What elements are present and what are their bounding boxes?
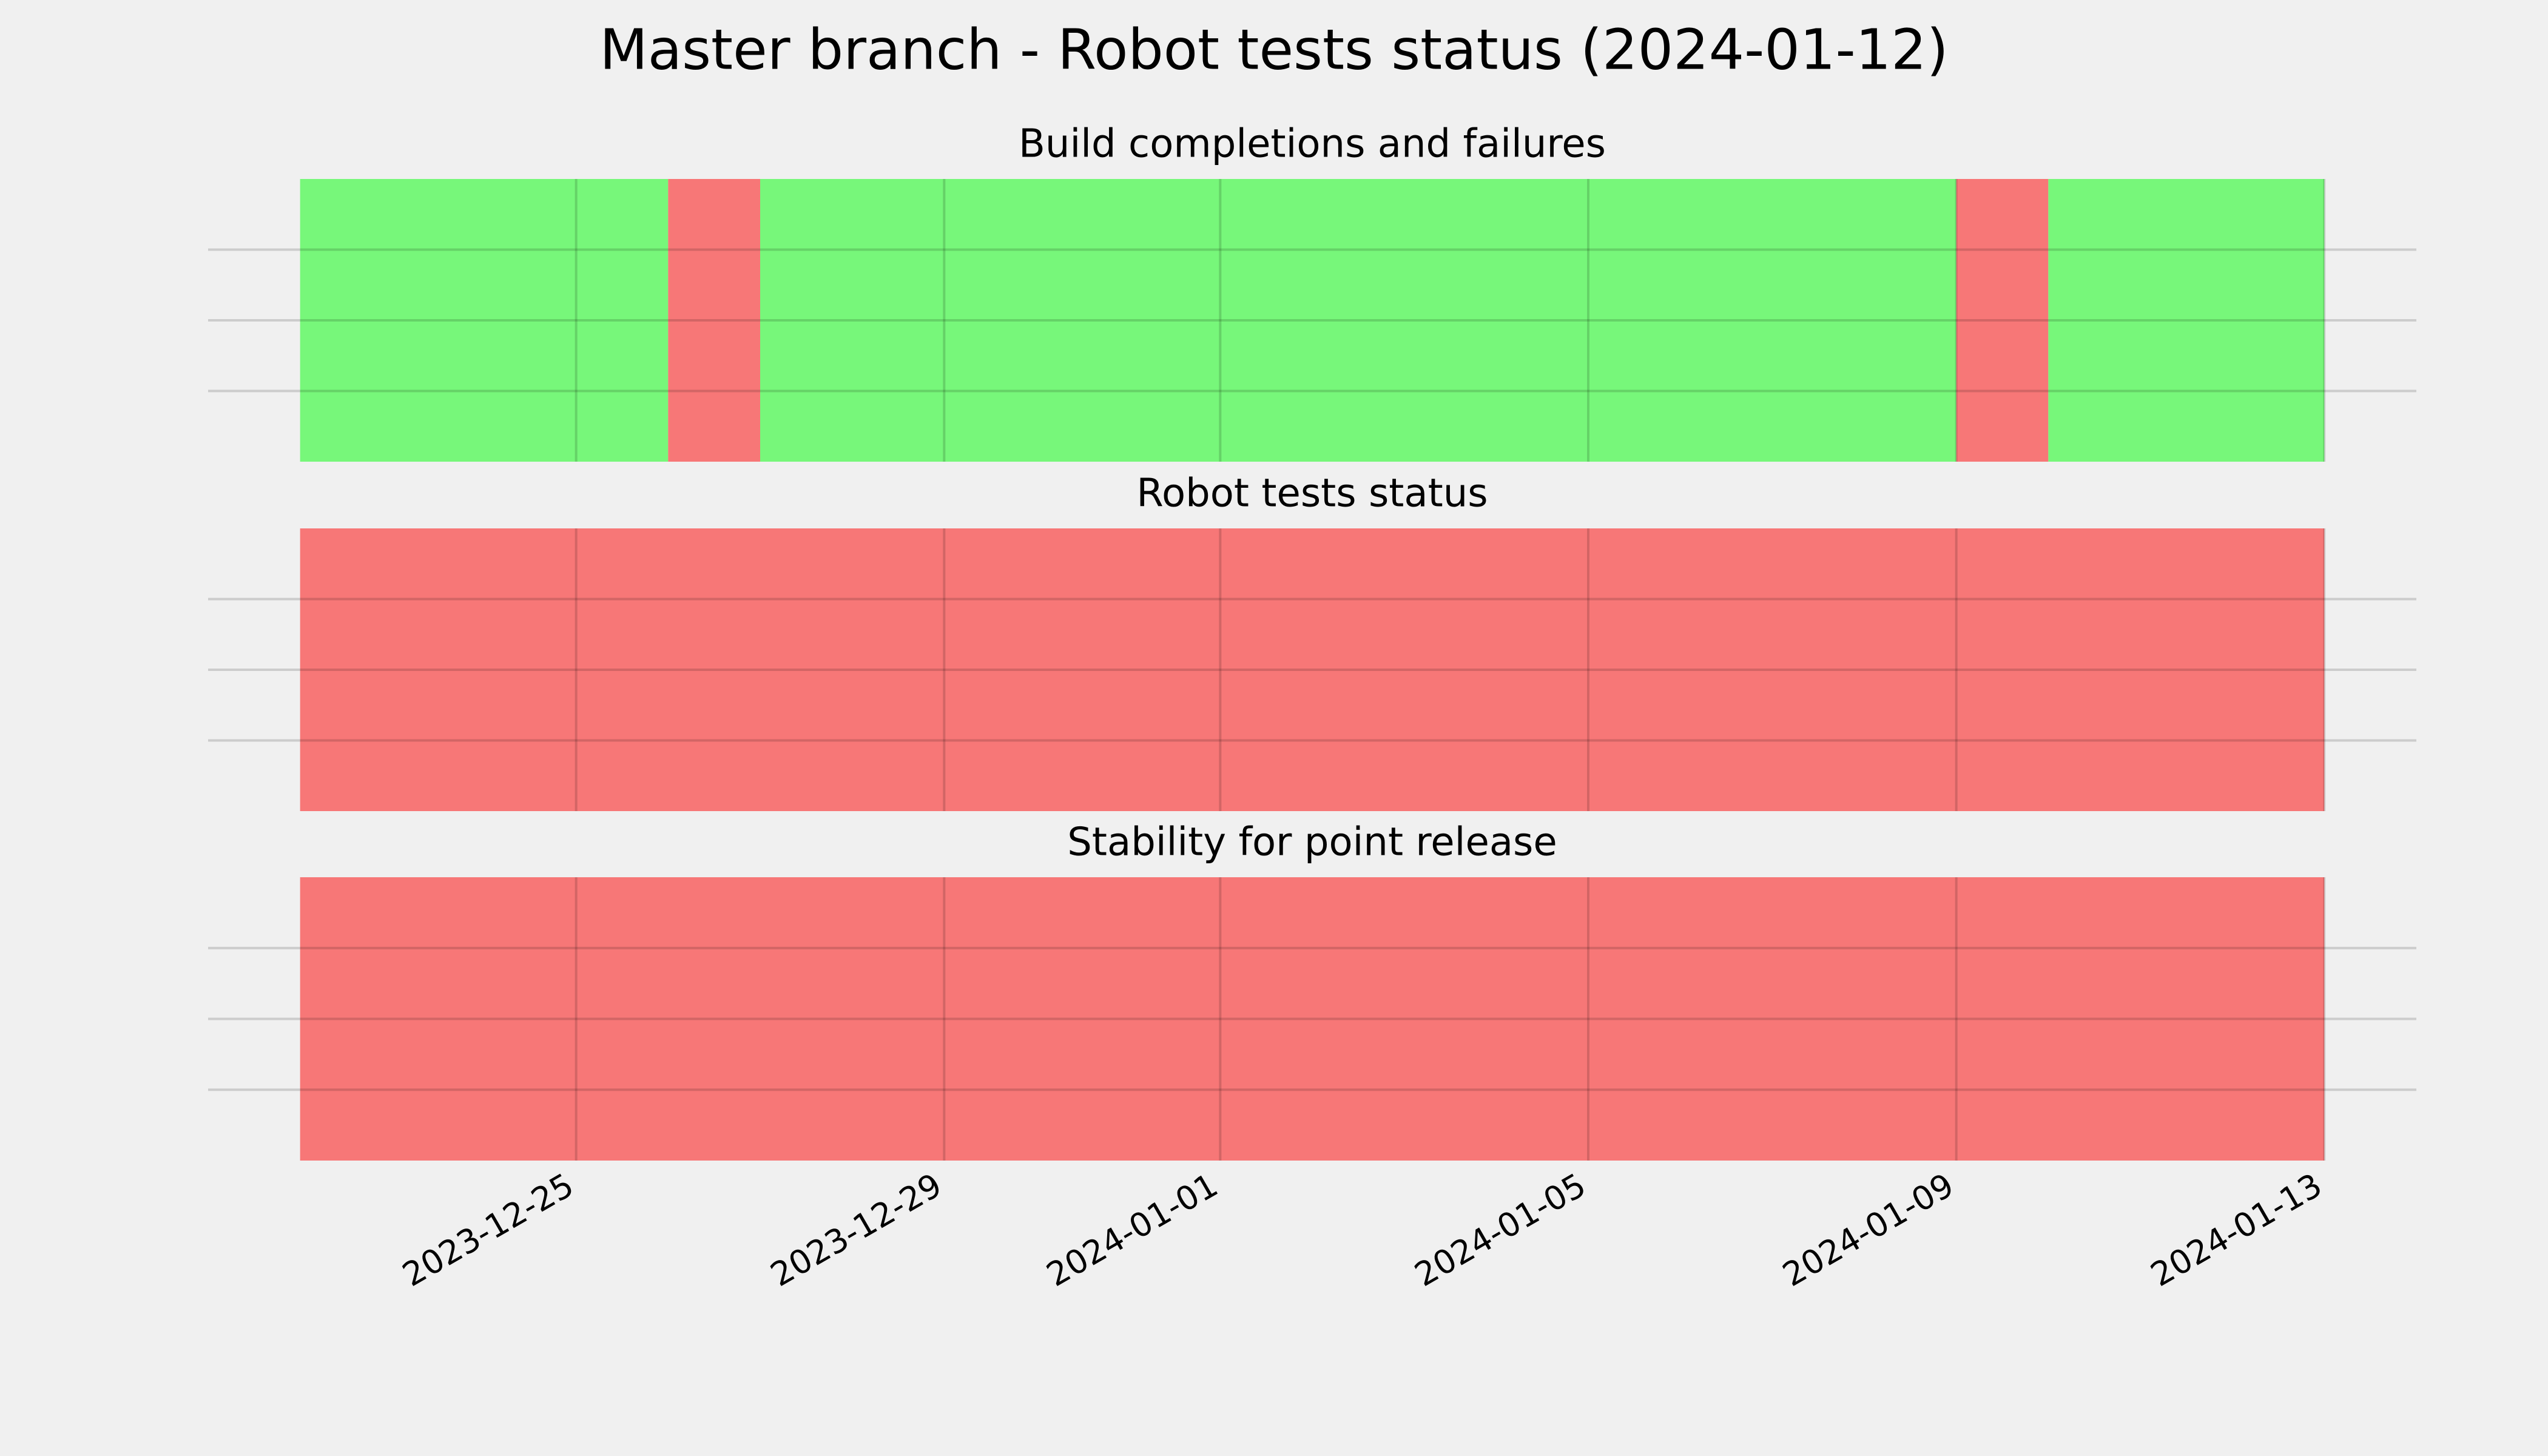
panel-title: Stability for point release: [1067, 820, 1557, 865]
panel-title: Robot tests status: [1136, 471, 1488, 516]
status-span: [760, 179, 1956, 462]
status-span: [1956, 179, 2049, 462]
status-span: [300, 528, 2325, 811]
status-span: [300, 877, 2325, 1161]
status-span: [300, 179, 669, 462]
figure-title: Master branch - Robot tests status (2024…: [599, 17, 1948, 82]
status-span: [668, 179, 760, 462]
status-span: [2048, 179, 2325, 462]
panel-title: Build completions and failures: [1019, 122, 1606, 167]
